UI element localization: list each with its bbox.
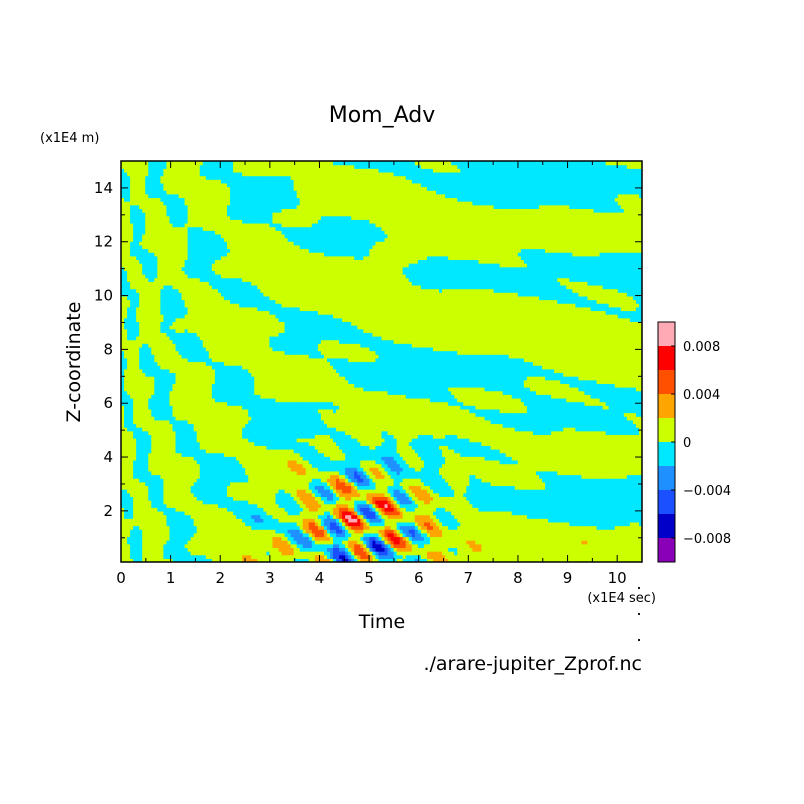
heatmap-field [121,161,643,563]
chart-title: Mom_Adv [329,103,436,128]
y-unit-label: (x1E4 m) [40,131,99,146]
